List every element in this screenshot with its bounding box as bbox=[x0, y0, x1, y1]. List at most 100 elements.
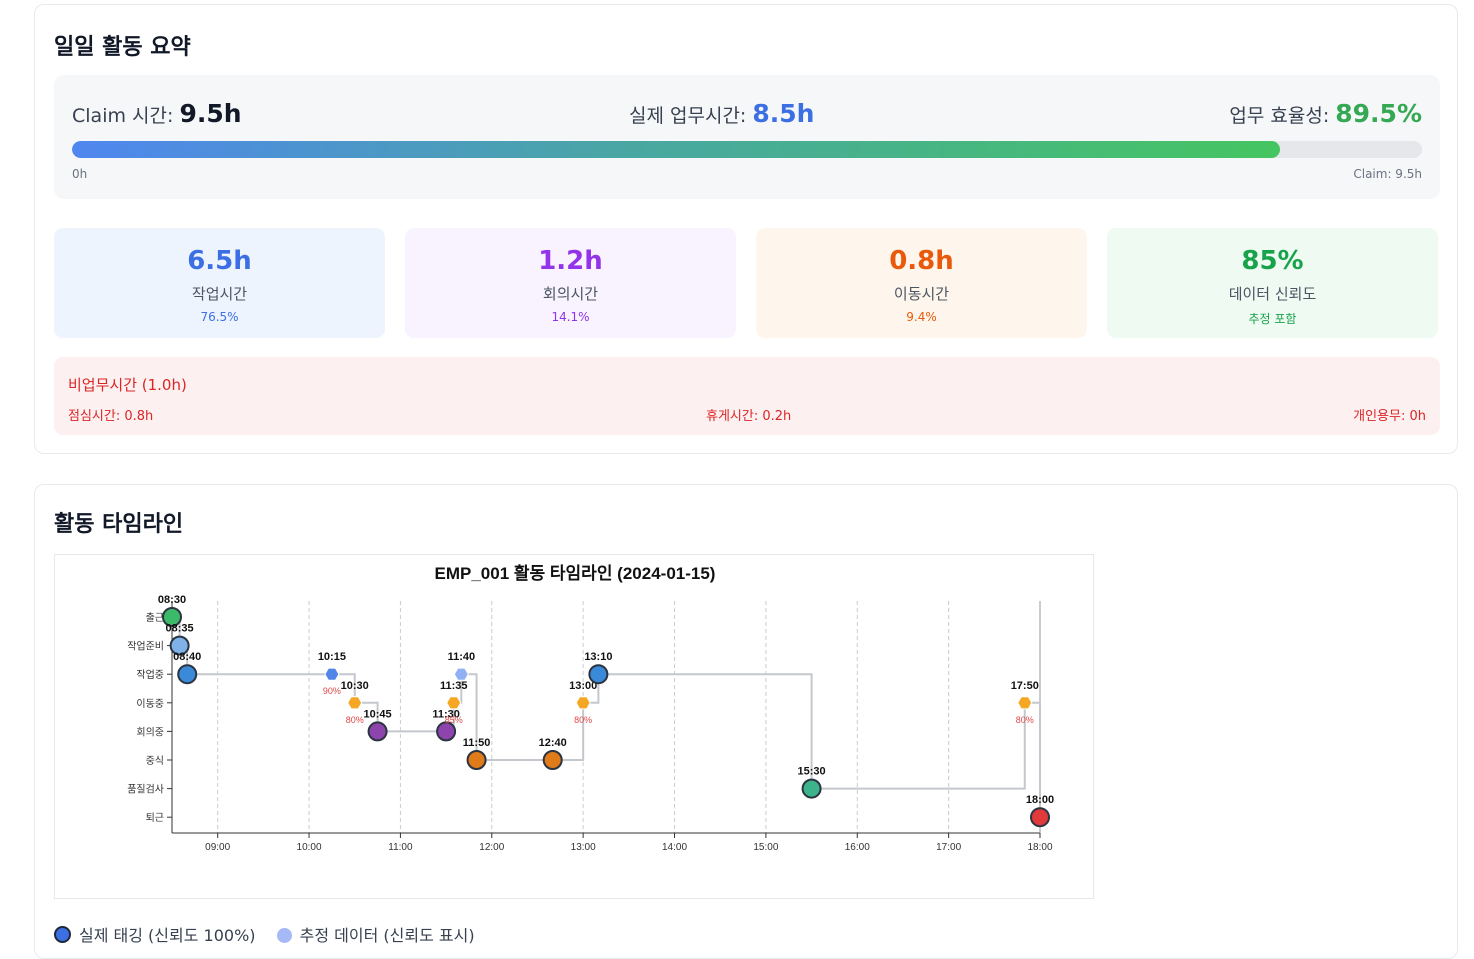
point-time-label: 13:00 bbox=[569, 680, 597, 692]
efficiency-stat: 업무 효율성: 89.5% bbox=[1229, 99, 1422, 128]
y-tick-label: 퇴근 bbox=[146, 812, 164, 824]
bar-min-label: 0h bbox=[72, 167, 88, 181]
point-time-label: 13:10 bbox=[584, 651, 612, 663]
metric-percent: 76.5% bbox=[200, 310, 239, 324]
daily-summary-card: 일일 활동 요약 Claim 시간: 9.5h 실제 업무시간: 8.5h 업무… bbox=[34, 4, 1458, 454]
y-tick-label: 중식 bbox=[146, 755, 164, 767]
point-time-label: 12:40 bbox=[539, 737, 567, 749]
break-time: 휴게시간: 0.2h bbox=[706, 409, 792, 424]
efficiency-progress-fill bbox=[72, 141, 1281, 158]
point-time-label: 11:35 bbox=[440, 680, 468, 692]
estimated-data-point bbox=[575, 696, 591, 710]
claim-time-label: Claim 시간: bbox=[72, 105, 174, 127]
point-time-label: 17:50 bbox=[1011, 680, 1039, 692]
x-tick-label: 18:00 bbox=[1027, 842, 1052, 853]
x-tick-label: 14:00 bbox=[662, 842, 687, 853]
y-tick-label: 작업중 bbox=[136, 668, 164, 681]
chart-title: EMP_001 활동 타임라인 (2024-01-15) bbox=[435, 563, 716, 583]
x-tick-label: 15:00 bbox=[753, 842, 778, 853]
point-time-label: 08:35 bbox=[166, 623, 194, 635]
legend-actual-label: 실제 태깅 (신뢰도 100%) bbox=[79, 926, 256, 945]
summary-title: 일일 활동 요약 bbox=[54, 35, 191, 60]
metric-value: 6.5h bbox=[187, 246, 252, 276]
point-time-label: 10:30 bbox=[341, 680, 369, 692]
metric-note: 추정 포함 bbox=[1248, 312, 1297, 326]
actual-tag-point bbox=[588, 664, 609, 685]
actual-tag-point bbox=[466, 750, 487, 770]
timeline-title: 활동 타임라인 bbox=[54, 512, 184, 537]
x-tick-label: 09:00 bbox=[205, 842, 230, 853]
x-tick-label: 17:00 bbox=[936, 842, 961, 853]
lunch-time: 점심시간: 0.8h bbox=[68, 409, 154, 424]
metric-percent: 9.4% bbox=[906, 310, 937, 324]
actual-tag-point bbox=[436, 721, 457, 742]
efficiency-value: 89.5% bbox=[1335, 99, 1422, 128]
point-confidence-label: 80% bbox=[1016, 715, 1034, 725]
point-confidence-label: 80% bbox=[574, 715, 592, 725]
claim-box: Claim 시간: 9.5h 실제 업무시간: 8.5h 업무 효율성: 89.… bbox=[54, 75, 1440, 199]
chart-legend: 실제 태깅 (신뢰도 100%) 추정 데이터 (신뢰도 표시) bbox=[54, 922, 475, 946]
actual-tag-point bbox=[162, 607, 182, 627]
metric-work-time: 6.5h 작업시간 76.5% bbox=[54, 228, 385, 338]
estimated-data-point bbox=[453, 667, 469, 681]
y-tick-label: 출근 bbox=[146, 612, 164, 624]
legend-actual-marker bbox=[54, 926, 71, 943]
claim-time-value: 9.5h bbox=[179, 99, 242, 128]
actual-tag-point bbox=[542, 750, 563, 770]
x-tick-label: 12:00 bbox=[479, 842, 504, 853]
point-time-label: 11:30 bbox=[432, 708, 460, 720]
x-tick-label: 10:00 bbox=[297, 842, 322, 853]
x-tick-label: 11:00 bbox=[388, 842, 413, 853]
personal-time: 개인용무: 0h bbox=[1353, 409, 1426, 424]
timeline-chart: EMP_001 활동 타임라인 (2024-01-15) 09:00 10:00 11… bbox=[54, 554, 1094, 899]
point-confidence-label: 80% bbox=[346, 715, 364, 725]
actual-tag-point bbox=[801, 778, 822, 799]
y-tick-label: 작업준비 bbox=[127, 640, 164, 653]
bar-max-label: Claim: 9.5h bbox=[1353, 167, 1422, 181]
estimated-data-point bbox=[1017, 696, 1033, 710]
point-time-label: 10:15 bbox=[318, 651, 346, 663]
metric-meeting-time: 1.2h 회의시간 14.1% bbox=[405, 228, 736, 338]
point-time-label: 11:50 bbox=[463, 737, 491, 749]
estimated-data-point bbox=[446, 696, 462, 710]
actual-tag-point bbox=[1030, 807, 1050, 828]
actual-tag-point bbox=[367, 721, 388, 742]
estimated-data-point bbox=[347, 696, 363, 710]
y-tick-label: 품질검사 bbox=[127, 784, 164, 796]
activity-timeline-card: 활동 타임라인 EMP_001 활동 타임라인 (2024-01-15) 09:0… bbox=[34, 484, 1458, 959]
metric-value: 1.2h bbox=[538, 246, 603, 276]
efficiency-label: 업무 효율성: bbox=[1229, 105, 1330, 127]
point-confidence-label: 90% bbox=[323, 686, 341, 696]
metric-value: 0.8h bbox=[889, 246, 954, 276]
point-confidence-label: 85% bbox=[445, 715, 463, 725]
actual-tag-point bbox=[169, 635, 190, 656]
actual-tag-point bbox=[177, 664, 198, 685]
point-time-label: 11:40 bbox=[448, 651, 476, 663]
metric-value: 85% bbox=[1241, 246, 1304, 276]
point-time-label: 10:45 bbox=[364, 708, 392, 720]
metric-data-confidence: 85% 데이터 신뢰도 추정 포함 bbox=[1107, 228, 1438, 338]
metric-label: 데이터 신뢰도 bbox=[1228, 285, 1317, 303]
legend-estimated-label: 추정 데이터 (신뢰도 표시) bbox=[299, 926, 475, 945]
point-time-label: 08:40 bbox=[173, 651, 201, 663]
x-tick-label: 16:00 bbox=[845, 842, 870, 853]
metric-percent: 14.1% bbox=[551, 310, 590, 324]
efficiency-progress-bar bbox=[72, 141, 1422, 158]
legend-estimated-marker bbox=[276, 928, 292, 943]
actual-work-value: 8.5h bbox=[752, 99, 815, 128]
y-tick-label: 회의중 bbox=[136, 726, 164, 738]
timeline-chart-svg: EMP_001 활동 타임라인 (2024-01-15) 09:00 10:00 11… bbox=[127, 563, 1054, 853]
point-time-label: 18:00 bbox=[1026, 794, 1054, 806]
activity-step-line bbox=[172, 616, 1041, 818]
estimated-data-point bbox=[324, 667, 340, 681]
claim-time-stat: Claim 시간: 9.5h bbox=[72, 99, 242, 128]
y-tick-label: 이동중 bbox=[136, 698, 164, 710]
non-work-title: 비업무시간 (1.0h) bbox=[68, 376, 187, 394]
metric-travel-time: 0.8h 이동시간 9.4% bbox=[756, 228, 1087, 338]
actual-work-label: 실제 업무시간: bbox=[629, 105, 747, 127]
metric-label: 이동시간 bbox=[893, 285, 950, 303]
point-time-label: 08:30 bbox=[158, 594, 186, 606]
actual-work-stat: 실제 업무시간: 8.5h bbox=[629, 99, 814, 128]
metric-label: 회의시간 bbox=[542, 285, 599, 303]
non-work-time-box: 비업무시간 (1.0h) 점심시간: 0.8h 휴게시간: 0.2h 개인용무:… bbox=[54, 357, 1440, 435]
